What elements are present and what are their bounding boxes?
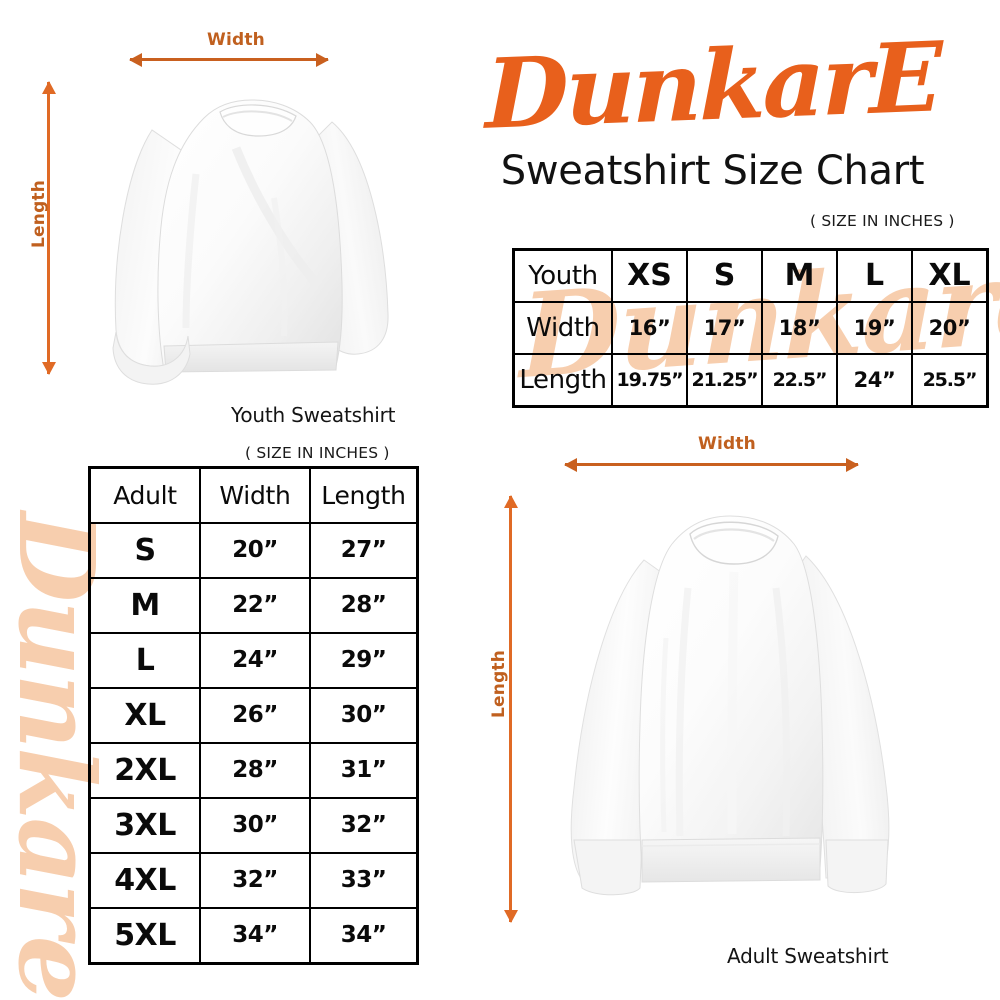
adult-width-2xl: 28” xyxy=(199,742,311,799)
adult-length-l: 29” xyxy=(309,632,419,689)
youth-length-arrow xyxy=(41,81,56,375)
table-row: 5XL 34” 34” xyxy=(88,907,419,965)
table-row: 2XL 28” 31” xyxy=(88,742,419,799)
brand-logo: DunkarE xyxy=(440,20,985,150)
youth-sweatshirt-image xyxy=(112,99,389,385)
adult-width-3xl: 30” xyxy=(199,797,311,854)
adult-width-xl: 26” xyxy=(199,687,311,744)
youth-length-s: 21.25” xyxy=(686,353,763,408)
table-row: Youth XS S M L XL xyxy=(512,248,989,303)
brand-logo-text: DunkarE xyxy=(485,20,940,151)
youth-length-rowhead: Length xyxy=(512,353,613,408)
youth-length-l: 24” xyxy=(836,353,913,408)
table-row: XL 26” 30” xyxy=(88,687,419,744)
youth-length-label: Length xyxy=(29,179,49,248)
adult-sweatshirt-caption: Adult Sweatshirt xyxy=(727,944,889,968)
adult-units-note: ( SIZE IN INCHES ) xyxy=(245,444,390,462)
adult-header-label: Adult xyxy=(88,466,201,524)
adult-size-xl: XL xyxy=(88,687,201,744)
youth-width-xl: 20” xyxy=(911,301,989,355)
youth-width-arrow xyxy=(129,52,329,67)
adult-size-4xl: 4XL xyxy=(88,852,201,909)
adult-width-l: 24” xyxy=(199,632,311,689)
adult-length-label: Length xyxy=(489,649,509,718)
youth-length-m: 22.5” xyxy=(761,353,838,408)
adult-length-m: 28” xyxy=(309,577,419,634)
youth-header-label: Youth xyxy=(512,248,613,303)
adult-length-arrow xyxy=(503,495,518,923)
youth-width-m: 18” xyxy=(761,301,838,355)
adult-width-m: 22” xyxy=(199,577,311,634)
adult-size-5xl: 5XL xyxy=(88,907,201,965)
adult-width-5xl: 34” xyxy=(199,907,311,965)
youth-width-s: 17” xyxy=(686,301,763,355)
table-row: Length 19.75” 21.25” 22.5” 24” 25.5” xyxy=(512,353,989,408)
youth-width-l: 19” xyxy=(836,301,913,355)
adult-length-4xl: 33” xyxy=(309,852,419,909)
adult-size-3xl: 3XL xyxy=(88,797,201,854)
youth-sweatshirt-caption: Youth Sweatshirt xyxy=(231,403,396,427)
adult-length-5xl: 34” xyxy=(309,907,419,965)
youth-width-xs: 16” xyxy=(611,301,688,355)
youth-length-xs: 19.75” xyxy=(611,353,688,408)
adult-width-label: Width xyxy=(698,434,756,454)
adult-sweatshirt-image xyxy=(570,515,890,896)
youth-size-s: S xyxy=(686,248,763,303)
adult-width-s: 20” xyxy=(199,522,311,579)
youth-length-xl: 25.5” xyxy=(911,353,989,408)
table-row: Adult Width Length xyxy=(88,466,419,524)
youth-units-note: ( SIZE IN INCHES ) xyxy=(810,212,955,230)
adult-size-table: Adult Width Length S 20” 27” M 22” 28” L… xyxy=(88,466,419,965)
youth-size-m: M xyxy=(761,248,838,303)
adult-width-4xl: 32” xyxy=(199,852,311,909)
adult-header-width: Width xyxy=(199,466,311,524)
adult-size-m: M xyxy=(88,577,201,634)
table-row: L 24” 29” xyxy=(88,632,419,689)
table-row: 3XL 30” 32” xyxy=(88,797,419,854)
youth-size-table: Youth XS S M L XL Width 16” 17” 18” 19” … xyxy=(512,248,989,408)
page-title: Sweatshirt Size Chart xyxy=(500,148,925,194)
adult-width-arrow xyxy=(564,457,859,472)
youth-size-l: L xyxy=(836,248,913,303)
adult-header-length: Length xyxy=(309,466,419,524)
adult-size-s: S xyxy=(88,522,201,579)
adult-length-s: 27” xyxy=(309,522,419,579)
youth-size-xs: XS xyxy=(611,248,688,303)
table-row: S 20” 27” xyxy=(88,522,419,579)
adult-length-3xl: 32” xyxy=(309,797,419,854)
adult-size-2xl: 2XL xyxy=(88,742,201,799)
table-row: Width 16” 17” 18” 19” 20” xyxy=(512,301,989,355)
adult-length-xl: 30” xyxy=(309,687,419,744)
youth-width-label: Width xyxy=(207,30,265,50)
table-row: 4XL 32” 33” xyxy=(88,852,419,909)
adult-length-2xl: 31” xyxy=(309,742,419,799)
youth-size-xl: XL xyxy=(911,248,989,303)
adult-size-l: L xyxy=(88,632,201,689)
youth-width-rowhead: Width xyxy=(512,301,613,355)
table-row: M 22” 28” xyxy=(88,577,419,634)
